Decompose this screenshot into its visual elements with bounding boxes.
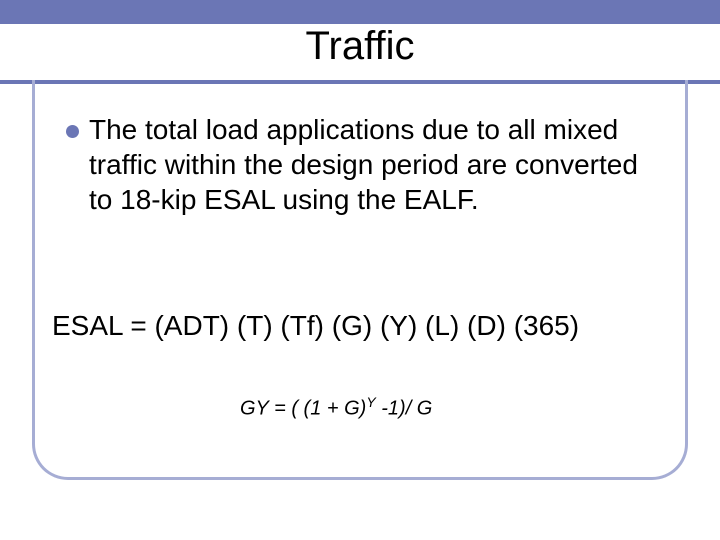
gy-formula: GY = ( (1 + G)Y -1)/ G [240, 394, 432, 421]
esal-formula: ESAL = (ADT) (T) (Tf) (G) (Y) (L) (D) (3… [52, 310, 579, 342]
bullet-paragraph: The total load applications due to all m… [66, 112, 654, 217]
gy-formula-prefix: GY = ( (1 + G) [240, 398, 366, 420]
gy-formula-suffix: -1)/ G [376, 398, 433, 420]
slide-title: Traffic [0, 24, 720, 69]
gy-formula-exponent: Y [366, 394, 375, 410]
bullet-text: The total load applications due to all m… [89, 112, 654, 217]
header-bar [0, 0, 720, 24]
bullet-dot-icon [66, 125, 79, 138]
